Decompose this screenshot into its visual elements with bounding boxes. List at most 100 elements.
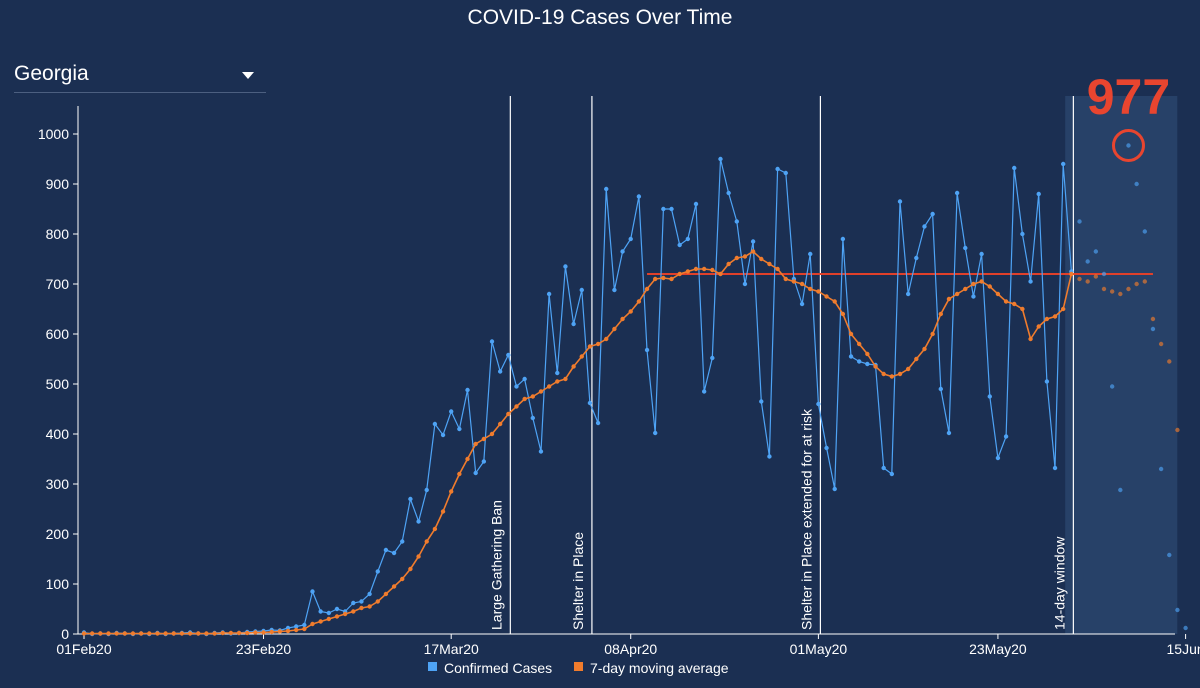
window-band — [1065, 96, 1178, 634]
confirmed-cases-point — [383, 547, 389, 553]
moving-average-point — [579, 354, 584, 359]
confirmed-cases-point — [824, 445, 829, 451]
moving-average-point — [1061, 306, 1066, 312]
confirmed-cases-point — [612, 287, 617, 293]
projected-confirmed-point — [1085, 259, 1090, 264]
confirmed-cases-point — [1028, 279, 1033, 284]
confirmed-cases-point — [971, 294, 976, 299]
confirmed-cases-point — [767, 454, 772, 459]
confirmed-cases-point — [922, 224, 927, 229]
moving-average-point — [742, 254, 748, 259]
moving-average-point — [473, 441, 478, 447]
confirmed-cases-point — [497, 369, 503, 374]
confirmed-cases-point — [832, 486, 837, 492]
moving-average-point — [416, 554, 421, 559]
moving-average-point — [628, 309, 633, 314]
confirmed-cases-point — [995, 455, 1001, 461]
confirmed-cases-point — [905, 291, 911, 297]
projected-average-point — [1142, 279, 1148, 284]
confirmed-cases-point — [1020, 231, 1025, 237]
confirmed-cases-point — [481, 459, 487, 464]
moving-average-point — [897, 371, 903, 377]
confirmed-cases-point — [579, 287, 584, 293]
moving-average-point — [595, 341, 601, 347]
confirmed-cases-point — [661, 206, 666, 212]
moving-average-point — [587, 344, 593, 349]
moving-average-point — [987, 284, 992, 289]
confirmed-cases-point — [750, 239, 756, 244]
x-tick-label: 23May20 — [969, 641, 1027, 657]
confirmed-cases-point — [489, 339, 495, 344]
x-tick-label: 15Jun — [1167, 641, 1200, 657]
x-tick-label: 08Apr20 — [604, 641, 657, 657]
confirmed-cases-point — [351, 600, 356, 606]
projected-confirmed-point — [1183, 625, 1188, 631]
callout-circle — [1111, 129, 1145, 162]
confirmed-cases-point — [571, 321, 576, 327]
confirmed-cases-point — [808, 251, 813, 257]
confirmed-cases-point — [538, 449, 544, 454]
moving-average-point — [865, 351, 870, 357]
y-tick-label: 100 — [46, 576, 70, 592]
moving-average-point — [457, 471, 462, 477]
projected-confirmed-point — [1175, 607, 1180, 613]
projected-average-point — [1158, 341, 1164, 347]
confirmed-cases-point — [604, 186, 609, 192]
confirmed-cases-point — [783, 170, 788, 176]
confirmed-cases-point — [440, 432, 446, 438]
moving-average-point — [775, 266, 780, 272]
projected-average-point — [1085, 279, 1090, 284]
chevron-down-icon[interactable] — [242, 72, 254, 79]
moving-average-point — [147, 631, 152, 636]
moving-average-point — [612, 326, 617, 332]
projected-confirmed-point — [1126, 143, 1131, 148]
moving-average-point — [669, 276, 674, 282]
confirmed-cases-point — [693, 201, 699, 207]
confirmed-cases-point — [857, 359, 862, 364]
moving-average-point — [236, 630, 242, 636]
confirmed-cases-point — [742, 281, 748, 287]
moving-average-point — [293, 627, 299, 633]
confirmed-cases-point — [881, 465, 886, 471]
moving-average-point — [497, 421, 503, 427]
event-label: Shelter in Place extended for at risk — [798, 408, 814, 630]
confirmed-cases-point — [938, 386, 943, 392]
moving-average-point — [636, 299, 642, 304]
moving-average-point — [661, 275, 666, 281]
confirmed-cases-point — [734, 219, 739, 224]
y-tick-label: 700 — [46, 276, 70, 292]
moving-average-point — [138, 631, 144, 636]
moving-average-point — [310, 621, 315, 627]
projected-confirmed-point — [1109, 384, 1115, 389]
moving-average-point — [767, 261, 772, 267]
projected-confirmed-point — [1077, 219, 1082, 224]
confirmed-cases-point — [293, 624, 299, 629]
moving-average-point — [122, 631, 128, 636]
confirmed-cases-point — [302, 622, 307, 628]
confirmed-cases-point — [563, 264, 568, 269]
moving-average-point — [726, 261, 731, 267]
moving-average-point — [644, 286, 650, 292]
moving-average-point — [302, 626, 307, 632]
state-dropdown[interactable]: Georgia — [14, 58, 266, 93]
moving-average-point — [808, 286, 813, 292]
confirmed-cases-point — [465, 387, 470, 393]
chart-title: COVID-19 Cases Over Time — [467, 6, 733, 29]
confirmed-cases-point — [318, 609, 323, 614]
legend-swatch — [428, 662, 437, 671]
x-tick-label: 17Mar20 — [424, 641, 479, 657]
moving-average-point — [212, 631, 217, 636]
confirmed-cases-point — [310, 589, 315, 594]
confirmed-cases-point — [930, 211, 935, 217]
confirmed-cases-point — [449, 409, 454, 414]
moving-average-point — [318, 619, 323, 624]
confirmed-cases-point — [1003, 434, 1009, 439]
confirmed-cases-point — [979, 251, 984, 257]
projected-average-point — [1077, 276, 1082, 282]
projected-confirmed-point — [1093, 249, 1099, 254]
moving-average-point — [163, 631, 168, 636]
moving-average-point — [375, 599, 380, 604]
confirmed-cases-point — [416, 519, 421, 524]
moving-average-point — [155, 631, 160, 636]
projected-confirmed-point — [1101, 271, 1107, 277]
